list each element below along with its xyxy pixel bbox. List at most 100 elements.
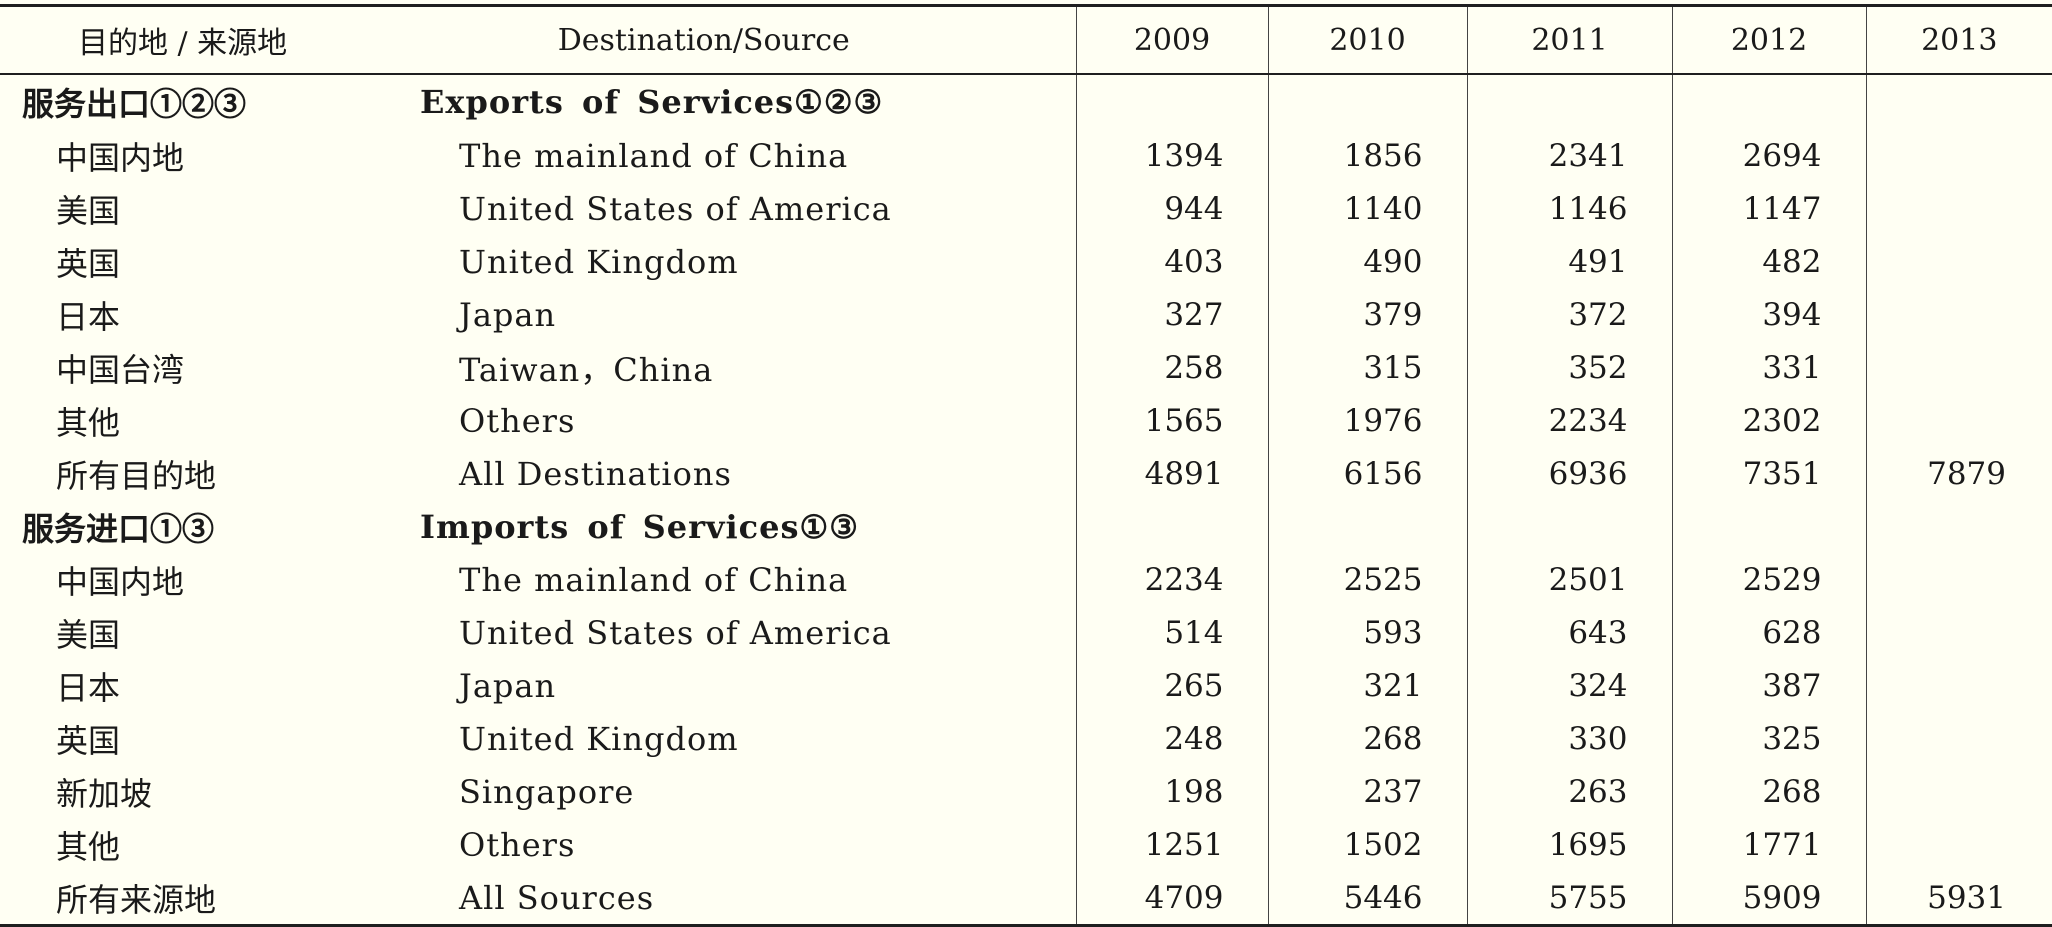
header-year-2009: 2009 (1075, 5, 1268, 75)
row-label-zh: 美国 (56, 615, 121, 654)
value-cell-2011: 324 (1466, 659, 1672, 712)
table-row: 其他 Others 1565 1976 2234 2302 (0, 394, 2052, 447)
value-cell-2011: 6936 (1466, 447, 1672, 500)
value-cell-2011: 2341 (1466, 129, 1672, 182)
value-cell-2010: 1856 (1267, 129, 1467, 182)
exports-section-label-zh: 服务出口①②③ (22, 85, 247, 123)
header-destination-en: Destination/Source (380, 5, 1076, 75)
value-cell-2012: 268 (1671, 765, 1866, 818)
table-body: 服务出口①②③ Exports of Services①②③ 中国内地 The mai… (0, 74, 2052, 926)
value-cell-2013 (1865, 235, 2052, 288)
imports-section-empty-cell (1671, 500, 1866, 553)
header-year-2010: 2010 (1267, 5, 1467, 75)
value-cell-2013 (1865, 659, 2052, 712)
value-cell-2011: 1146 (1466, 182, 1672, 235)
row-label-zh: 日本 (56, 297, 121, 336)
table-row: 新加坡 Singapore 198 237 263 268 (0, 765, 2052, 818)
value-cell-2010: 2525 (1267, 553, 1467, 606)
table-row: 中国台湾 Taiwan，China 258 315 352 331 (0, 341, 2052, 394)
value-cell-2009: 514 (1075, 606, 1268, 659)
table-row: 美国 United States of America 944 1140 1146 114… (0, 182, 2052, 235)
value-cell-2011: 263 (1466, 765, 1672, 818)
row-label-en: The mainland of China (459, 136, 849, 175)
value-cell-2009: 4891 (1075, 447, 1268, 500)
imports-section-row: 服务进口①③ Imports of Services①③ (0, 500, 2052, 553)
value-cell-2013 (1865, 129, 2052, 182)
imports-section-empty-cell (1267, 500, 1467, 553)
row-label-en: Japan (459, 295, 557, 334)
value-cell-2011: 1695 (1466, 818, 1672, 871)
value-cell-2011: 643 (1466, 606, 1672, 659)
table-row: 美国 United States of America 514 593 643 628 (0, 606, 2052, 659)
table-row: 中国内地 The mainland of China 1394 1856 2341 269… (0, 129, 2052, 182)
header-year-2013: 2013 (1865, 5, 2052, 75)
value-cell-2010: 315 (1267, 341, 1467, 394)
value-cell-2012: 1147 (1671, 182, 1866, 235)
value-cell-2010: 6156 (1267, 447, 1467, 500)
value-cell-2012: 2302 (1671, 394, 1866, 447)
value-cell-2013 (1865, 288, 2052, 341)
value-cell-2012: 482 (1671, 235, 1866, 288)
services-trade-table: 目的地 / 来源地 Destination/Source 2009 2010 2… (0, 4, 2052, 927)
header-year-2011: 2011 (1466, 5, 1672, 75)
imports-section-label-zh: 服务进口①③ (22, 509, 215, 548)
value-cell-2009: 403 (1075, 235, 1268, 288)
table-row: 日本 Japan 265 321 324 387 (0, 659, 2052, 712)
header-row: 目的地 / 来源地 Destination/Source 2009 2010 2… (0, 5, 2052, 75)
value-cell-2012: 5909 (1671, 871, 1866, 926)
value-cell-2009: 944 (1075, 182, 1268, 235)
imports-section-label-en: Imports of Services①③ (420, 507, 859, 546)
value-cell-2010: 268 (1267, 712, 1467, 765)
value-cell-2011: 2501 (1466, 553, 1672, 606)
value-cell-2013 (1865, 553, 2052, 606)
row-label-en: Taiwan，China (459, 350, 714, 389)
row-label-en: United Kingdom (459, 242, 739, 281)
exports-section-empty-cell (1267, 74, 1467, 129)
row-label-zh: 所有目的地 (56, 456, 217, 495)
table-row: 其他 Others 1251 1502 1695 1771 (0, 818, 2052, 871)
value-cell-2012: 1771 (1671, 818, 1866, 871)
value-cell-2013 (1865, 182, 2052, 235)
row-label-en: United States of America (459, 189, 892, 228)
value-cell-2013 (1865, 341, 2052, 394)
row-label-zh: 其他 (56, 403, 121, 442)
value-cell-2013: 5931 (1865, 871, 2052, 926)
value-cell-2010: 490 (1267, 235, 1467, 288)
row-label-zh: 英国 (56, 244, 121, 283)
value-cell-2009: 1565 (1075, 394, 1268, 447)
row-label-en: Others (459, 401, 576, 440)
value-cell-2012: 325 (1671, 712, 1866, 765)
header-year-2012: 2012 (1671, 5, 1866, 75)
value-cell-2009: 198 (1075, 765, 1268, 818)
exports-section-label-en: Exports of Services①②③ (420, 83, 884, 121)
exports-section-row: 服务出口①②③ Exports of Services①②③ (0, 74, 2052, 129)
row-label-zh: 新加坡 (56, 774, 153, 813)
value-cell-2010: 1140 (1267, 182, 1467, 235)
value-cell-2013 (1865, 765, 2052, 818)
table-row: 日本 Japan 327 379 372 394 (0, 288, 2052, 341)
imports-section-empty-cell (1075, 500, 1268, 553)
value-cell-2010: 321 (1267, 659, 1467, 712)
value-cell-2012: 387 (1671, 659, 1866, 712)
row-label-zh: 美国 (56, 191, 121, 230)
row-label-en: United Kingdom (459, 719, 739, 758)
row-label-zh: 中国内地 (56, 138, 185, 177)
value-cell-2013 (1865, 712, 2052, 765)
row-label-en: All Sources (459, 878, 655, 917)
row-label-zh: 中国台湾 (56, 350, 185, 389)
imports-section-empty-cell (1865, 500, 2052, 553)
row-label-en: Japan (459, 666, 557, 705)
value-cell-2013 (1865, 394, 2052, 447)
value-cell-2011: 5755 (1466, 871, 1672, 926)
row-label-en: The mainland of China (459, 560, 849, 599)
table-row: 所有目的地 All Destinations 4891 6156 6936 7351 787… (0, 447, 2052, 500)
value-cell-2010: 237 (1267, 765, 1467, 818)
value-cell-2013: 7879 (1865, 447, 2052, 500)
row-label-en: Singapore (459, 772, 635, 811)
value-cell-2009: 258 (1075, 341, 1268, 394)
exports-section-empty-cell (1671, 74, 1866, 129)
row-label-en: All Destinations (459, 454, 732, 493)
exports-section-empty-cell (1466, 74, 1672, 129)
header-destination-zh: 目的地 / 来源地 (0, 5, 380, 75)
table-row: 英国 United Kingdom 248 268 330 325 (0, 712, 2052, 765)
